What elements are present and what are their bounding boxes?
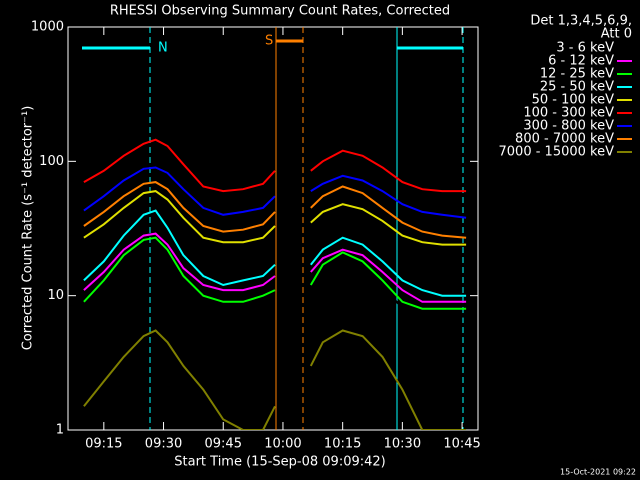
x-tick-label: 09:15 (85, 437, 122, 452)
annotation: S (265, 34, 273, 49)
legend-label: 12 - 25 keV (540, 67, 614, 82)
plot-frame (67, 26, 479, 431)
series-line (83, 236, 467, 310)
legend-label: 800 - 7000 keV (515, 132, 614, 147)
legend-title: Att 0 (601, 27, 632, 42)
annotations (82, 27, 464, 430)
legend-label: 6 - 12 keV (548, 54, 614, 69)
plot-area (83, 138, 467, 430)
chart-title: RHESSI Observing Summary Count Rates, Co… (110, 4, 450, 19)
annotation: N (158, 41, 168, 56)
series-line (83, 138, 467, 193)
y-tick-label: 1000 (31, 20, 64, 35)
series-line (83, 232, 467, 303)
legend-label: 300 - 800 keV (523, 119, 614, 134)
x-tick-label: 09:30 (145, 437, 182, 452)
legend-label: 25 - 50 keV (540, 80, 614, 95)
series-line (83, 243, 467, 318)
y-tick-label: 100 (39, 154, 64, 169)
series-line (83, 209, 467, 297)
x-tick-label: 09:45 (205, 437, 242, 452)
legend-label: 50 - 100 keV (532, 93, 615, 108)
y-axis-label: Corrected Count Rate (s⁻¹ detector⁻¹) (21, 106, 36, 351)
series-line (83, 166, 467, 219)
legend-label: 100 - 300 keV (523, 106, 614, 121)
y-tick-label: 10 (47, 288, 64, 303)
x-tick-label: 10:00 (264, 437, 301, 452)
legend-title: Det 1,3,4,5,6,9, (530, 14, 632, 29)
footer: 15-Oct-2021 09:22 (560, 468, 636, 477)
series-line (83, 190, 467, 246)
x-tick-label: 10:30 (384, 437, 421, 452)
x-axis-label: Start Time (15-Sep-08 09:09:42) (174, 455, 385, 470)
y-tick-label: 1 (56, 423, 64, 438)
x-tick-label: 10:15 (324, 437, 361, 452)
legend-label: 7000 - 15000 keV (499, 145, 615, 160)
legend-label: 3 - 6 keV (556, 41, 614, 56)
x-tick-label: 10:45 (443, 437, 480, 452)
series-line (83, 329, 467, 430)
series-line (83, 181, 467, 239)
